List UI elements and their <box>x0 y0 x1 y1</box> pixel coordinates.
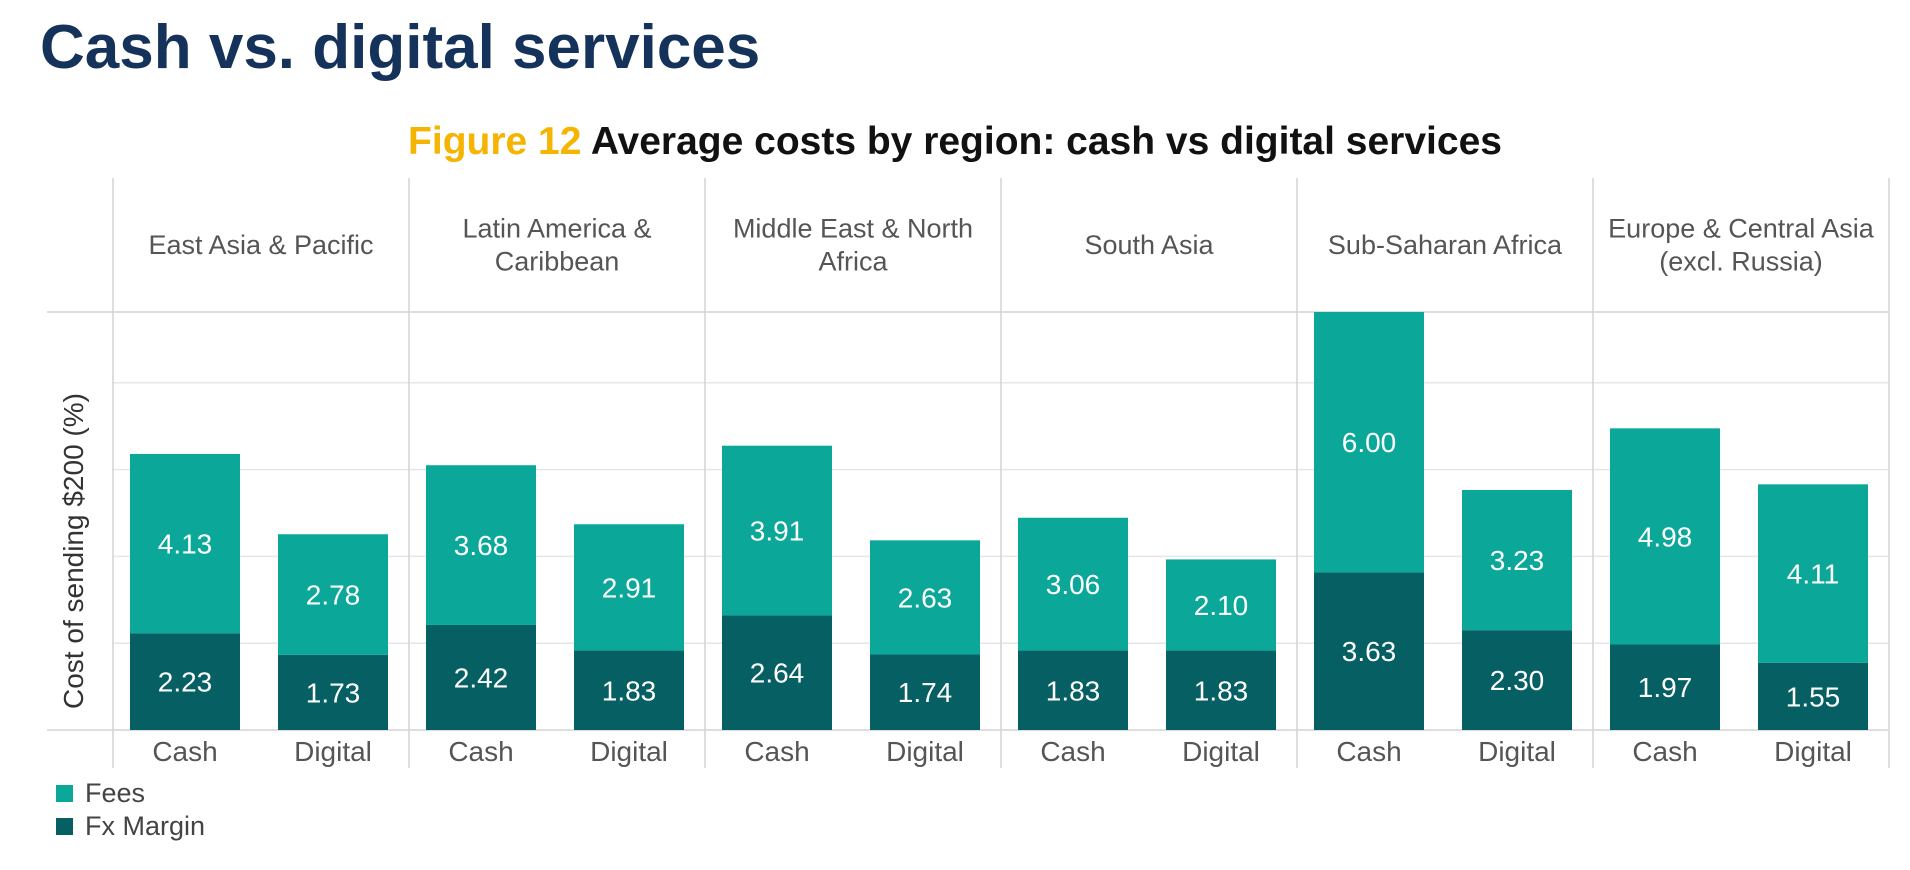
bar-fx-margin <box>574 650 684 730</box>
bar-fx-margin <box>1018 650 1128 730</box>
region-label: Latin America & Caribbean <box>462 214 651 277</box>
region-label: Europe & Central Asia (excl. Russia) <box>1608 214 1875 277</box>
category-label: Digital <box>1182 736 1260 767</box>
bar-fees <box>1018 517 1128 651</box>
data-label-fees: 3.23 <box>1490 545 1545 576</box>
data-label-fx-margin: 1.83 <box>602 675 657 706</box>
legend: Fees Fx Margin <box>56 777 205 843</box>
region-label: South Asia <box>1084 230 1214 260</box>
legend-item-fx-margin: Fx Margin <box>56 810 205 843</box>
bar-fx-margin <box>1758 662 1868 730</box>
region-label: Sub-Saharan Africa <box>1328 230 1563 260</box>
data-label-fx-margin: 2.23 <box>158 667 213 698</box>
data-label-fees: 2.78 <box>306 580 361 611</box>
bar-fees <box>574 524 684 651</box>
data-label-fees: 3.68 <box>454 530 509 561</box>
data-label-fx-margin: 1.97 <box>1638 672 1693 703</box>
bar-fees <box>870 540 980 655</box>
bar-fees <box>722 445 832 616</box>
y-axis-title: Cost of sending $200 (%) <box>58 393 89 709</box>
category-label: Digital <box>886 736 964 767</box>
data-label-fx-margin: 2.64 <box>750 658 805 689</box>
figure-label: Figure 12 <box>408 120 582 163</box>
bar-fx-margin <box>1314 572 1424 730</box>
category-label: Digital <box>1774 736 1852 767</box>
legend-swatch-fees <box>56 785 73 802</box>
bar-fees <box>1758 484 1868 663</box>
data-label-fees: 4.98 <box>1638 521 1693 552</box>
bar-fees <box>278 534 388 655</box>
bar-fees <box>1462 489 1572 631</box>
category-label: Cash <box>1632 736 1697 767</box>
category-label: Cash <box>744 736 809 767</box>
bar-fees <box>130 453 240 634</box>
figure-title: Figure 12 Average costs by region: cash … <box>0 120 1910 164</box>
category-label: Cash <box>1336 736 1401 767</box>
data-label-fees: 6.00 <box>1342 427 1397 458</box>
data-label-fees: 2.10 <box>1194 590 1249 621</box>
legend-item-fees: Fees <box>56 777 205 810</box>
page-title: Cash vs. digital services <box>40 13 761 82</box>
data-label-fx-margin: 1.55 <box>1786 681 1841 712</box>
legend-label-fx-margin: Fx Margin <box>85 811 206 841</box>
data-label-fx-margin: 1.74 <box>898 677 953 708</box>
data-label-fx-margin: 3.63 <box>1342 636 1397 667</box>
category-label: Cash <box>448 736 513 767</box>
data-label-fees: 3.06 <box>1046 569 1101 600</box>
legend-swatch-fx-margin <box>56 818 73 835</box>
bar-fx-margin <box>426 624 536 730</box>
data-label-fees: 4.11 <box>1787 559 1839 590</box>
data-label-fx-margin: 1.73 <box>306 677 361 708</box>
data-label-fees: 2.91 <box>602 572 657 603</box>
bar-fx-margin <box>1610 644 1720 730</box>
category-label: Digital <box>1478 736 1556 767</box>
data-label-fx-margin: 1.83 <box>1194 675 1249 706</box>
bar-fx-margin <box>870 654 980 730</box>
bar-fx-margin <box>278 654 388 730</box>
data-label-fees: 4.13 <box>158 529 213 560</box>
category-label: Cash <box>1040 736 1105 767</box>
region-label: Middle East & North Africa <box>733 214 973 277</box>
data-label-fees: 3.91 <box>750 516 805 547</box>
legend-label-fees: Fees <box>85 778 146 808</box>
bar-fees <box>426 465 536 625</box>
data-label-fx-margin: 2.42 <box>454 662 509 693</box>
bar-fees <box>1610 428 1720 645</box>
data-label-fx-margin: 1.83 <box>1046 675 1101 706</box>
bar-fees <box>1166 559 1276 651</box>
bar-fx-margin <box>130 633 240 730</box>
data-label-fx-margin: 2.30 <box>1490 665 1545 696</box>
data-label-fees: 2.63 <box>898 582 953 613</box>
bar-fx-margin <box>1462 630 1572 730</box>
category-label: Digital <box>590 736 668 767</box>
category-label: Digital <box>294 736 372 767</box>
category-label: Cash <box>152 736 217 767</box>
bar-fees <box>1314 312 1424 573</box>
bar-fx-margin <box>722 615 832 730</box>
figure-caption: Average costs by region: cash vs digital… <box>590 120 1502 163</box>
bar-fx-margin <box>1166 650 1276 730</box>
region-label: East Asia & Pacific <box>148 230 373 260</box>
